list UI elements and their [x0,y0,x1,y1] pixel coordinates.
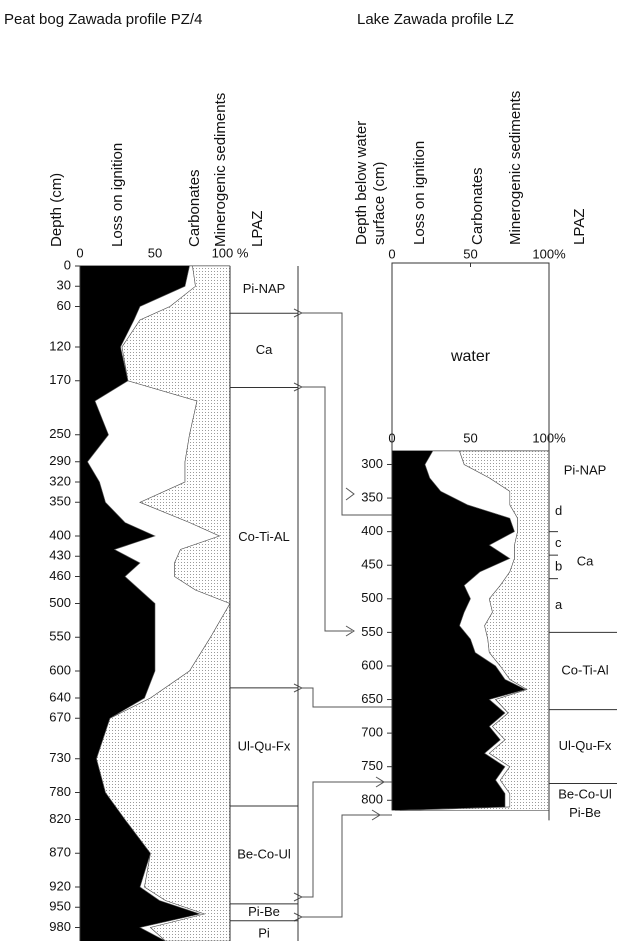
zone-label: Pi [258,926,270,941]
zone-header: LPAZ [249,211,266,247]
column-header: Loss on ignition [109,143,126,247]
zone-header: LPAZ [571,209,588,245]
y-tick-label: 170 [49,372,71,387]
zone-label: Co-Ti-AL [238,529,290,544]
zone-label: Co-Ti-Al [561,662,608,677]
zone-label: Pi-NAP [243,281,286,296]
y-tick-label: 870 [49,845,71,860]
y-tick-label: 750 [361,758,383,773]
y-tick-label: 700 [361,725,383,740]
subzone-label: a [555,597,563,612]
y-tick-label: 550 [361,624,383,639]
y-tick-label: 0 [64,257,71,272]
x-tick-label: 50 [463,246,477,261]
zone-label: Be-Co-Ul [237,846,291,861]
area [392,451,526,811]
correlation-arrow [302,688,392,708]
axis-marker [345,625,355,637]
column-header: Carbonates [469,167,486,245]
y-tick-label: 500 [49,595,71,610]
y-tick-label: 60 [57,298,71,313]
x-tick-label: 0 [76,245,83,260]
y-tick-label: 980 [49,919,71,934]
y-tick-label: 300 [361,456,383,471]
y-axis-label: Depth (cm) [48,173,65,247]
y-tick-label: 780 [49,784,71,799]
correlation-arrow [302,313,392,516]
x-tick-label: 50 [463,430,477,445]
zone-label: Ul-Qu-Fx [559,738,612,753]
y-axis-label: Depth below water [353,121,370,245]
x-tick-label: 0 [388,430,395,445]
y-tick-label: 650 [361,691,383,706]
chart-title: Peat bog Zawada profile PZ/4 [4,11,202,28]
y-tick-label: 120 [49,338,71,353]
y-tick-label: 450 [361,557,383,572]
y-tick-label: 400 [49,527,71,542]
y-tick-label: 800 [361,792,383,807]
y-tick-label: 500 [361,590,383,605]
x-tick-label: 100 % [212,245,249,260]
subzone-label: d [555,503,562,518]
y-tick-label: 730 [49,750,71,765]
y-tick-label: 600 [49,662,71,677]
correlation-arrow [302,781,392,897]
y-tick-label: 30 [57,278,71,293]
axis-marker [345,487,355,501]
axis-marker [371,809,381,821]
correlation-arrow [302,814,392,917]
y-tick-label: 320 [49,473,71,488]
x-tick-label: 50 [148,245,162,260]
correlation-arrow [302,387,352,632]
y-tick-label: 400 [361,523,383,538]
y-tick-label: 460 [49,568,71,583]
zone-label: Be-Co-Ul [558,787,612,802]
column-header: Minerogenic sediments [507,91,524,245]
chart-title: Lake Zawada profile LZ [357,11,514,28]
y-tick-label: 640 [49,689,71,704]
zone-label: Pi-NAP [564,463,607,478]
y-tick-label: 670 [49,710,71,725]
y-tick-label: 950 [49,899,71,914]
y-axis-label: surface (cm) [371,162,388,245]
y-tick-label: 290 [49,453,71,468]
column-header: Carbonates [186,169,203,247]
zone-label: Pi-Be [248,904,280,919]
y-tick-label: 820 [49,811,71,826]
axis-marker [375,776,385,788]
y-tick-label: 550 [49,629,71,644]
y-tick-label: 600 [361,657,383,672]
column-header: Minerogenic sediments [212,93,229,247]
y-tick-label: 350 [49,494,71,509]
zone-label: Pi-Be [569,805,601,820]
y-tick-label: 350 [361,489,383,504]
area [80,266,200,941]
water-label: water [450,348,491,365]
column-header: Loss on ignition [411,141,428,245]
zone-label: Ca [577,553,594,568]
zone-label: Ca [256,342,273,357]
subzone-label: b [555,558,562,573]
x-tick-label: 0 [388,246,395,261]
correlation-arrows [302,313,392,917]
zone-label: Ul-Qu-Fx [238,738,291,753]
y-tick-label: 920 [49,878,71,893]
y-tick-label: 250 [49,426,71,441]
x-tick-label: 100% [532,246,566,261]
subzone-label: c [555,535,562,550]
y-tick-label: 430 [49,548,71,563]
